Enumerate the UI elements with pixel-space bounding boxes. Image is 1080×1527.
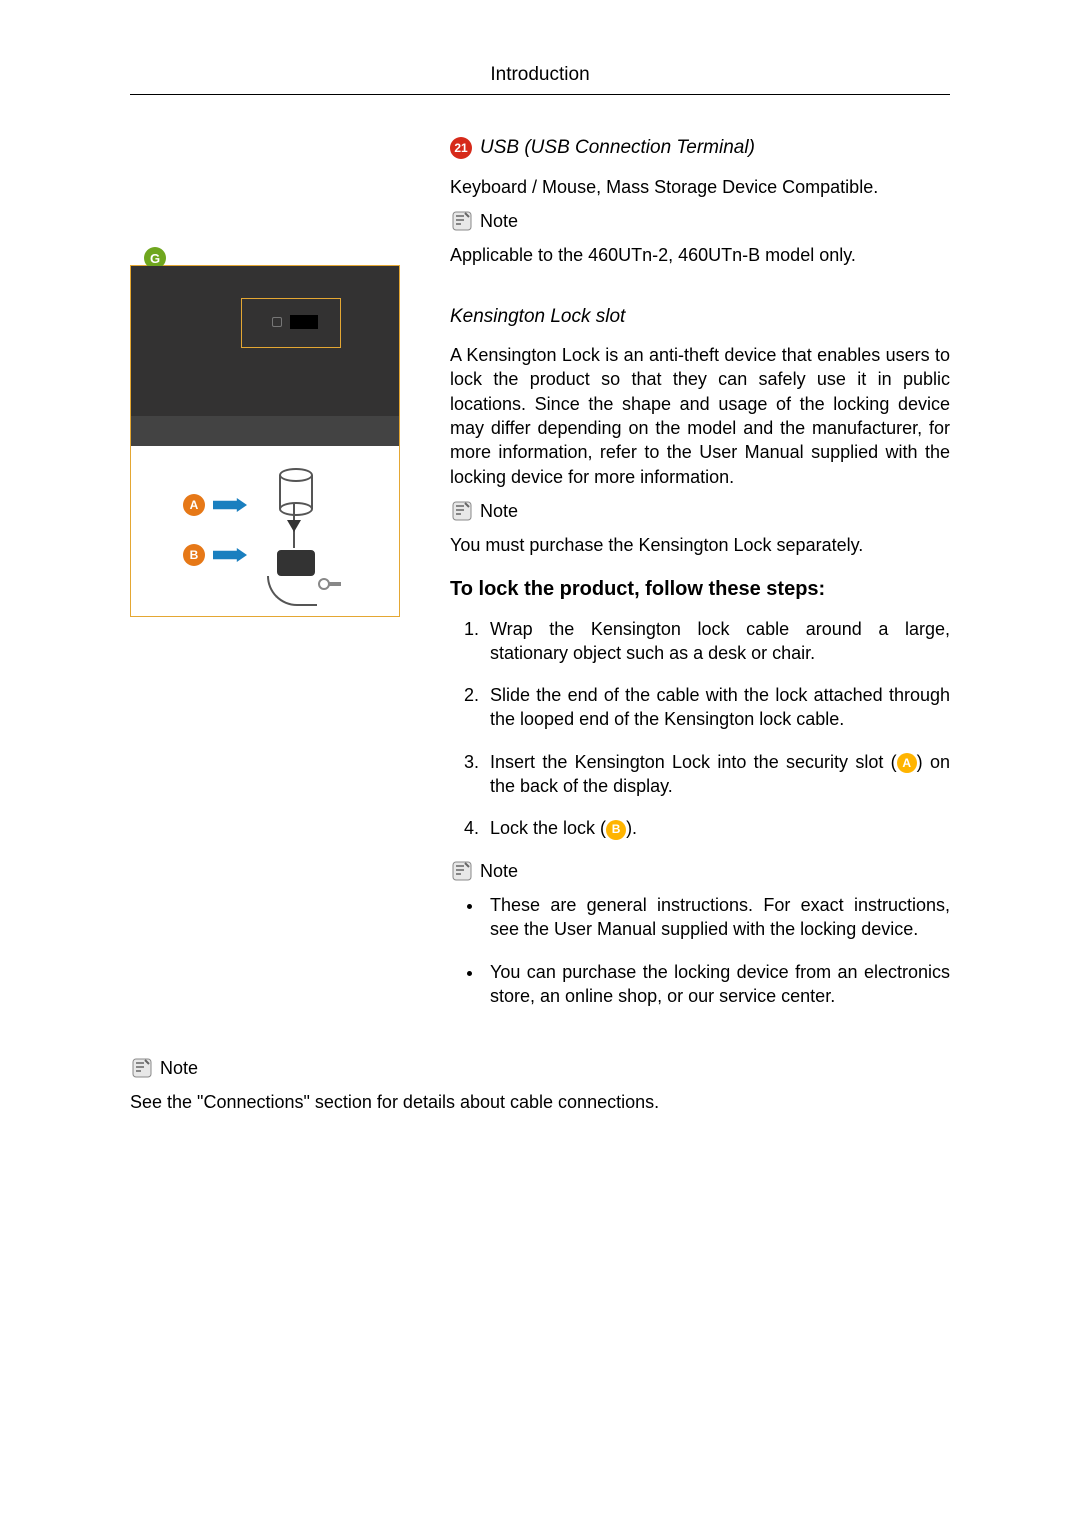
step-item: Wrap the Kensington lock cable around a … [484,617,950,666]
right-column: 21 USB (USB Connection Terminal) Keyboar… [450,135,950,1026]
note-icon [450,209,474,233]
illustration-label-a: A [183,494,247,516]
kensington-section: Kensington Lock slot A Kensington Lock i… [450,304,950,1009]
badge-a-icon: A [183,494,205,516]
illustration-lock-slot-highlight [241,298,341,348]
illustration-device-edge [131,416,399,446]
step-text-pre: Insert the Kensington Lock into the secu… [490,752,897,772]
usb-note-body: Applicable to the 460UTn-2, 460UTn-B mod… [450,243,950,267]
kensington-note2-label: Note [480,859,518,883]
footer-note-row: Note [130,1056,950,1080]
usb-section-heading: 21 USB (USB Connection Terminal) [450,135,950,161]
usb-description: Keyboard / Mouse, Mass Storage Device Co… [450,175,950,199]
illustration-lock-steps: A B [131,446,399,616]
kensington-note-body: You must purchase the Kensington Lock se… [450,533,950,557]
kensington-illustration-wrapper: G A B [130,265,420,617]
note-icon [130,1056,154,1080]
kensington-title: Kensington Lock slot [450,304,950,330]
document-page: Introduction G A [0,0,1080,1163]
page-header-title: Introduction [130,64,950,86]
footer-section: Note See the "Connections" section for d… [130,1056,950,1113]
footer-text: See the "Connections" section for detail… [130,1092,950,1113]
kensington-description: A Kensington Lock is an anti-theft devic… [450,343,950,489]
inline-badge-b-icon: B [606,820,626,840]
lock-cylinder-icon [279,468,313,514]
badge-21-icon: 21 [450,137,472,159]
steps-list: Wrap the Kensington lock cable around a … [450,617,950,841]
kensington-illustration: A B [130,265,400,617]
arrow-down-icon [287,520,301,532]
illustration-label-b: B [183,544,247,566]
step-item: Slide the end of the cable with the lock… [484,683,950,732]
note-icon [450,859,474,883]
footer-note-label: Note [160,1058,198,1079]
step-text-pre: Lock the lock ( [490,818,606,838]
bullet-item: These are general instructions. For exac… [484,893,950,942]
step-text-post: ). [626,818,637,838]
kensington-note-label: Note [480,499,518,523]
arrow-right-icon [213,498,247,512]
step-item: Lock the lock (B). [484,816,950,840]
arrow-right-icon [213,548,247,562]
illustration-device-back [131,266,399,416]
note-icon [450,499,474,523]
kensington-note2-row: Note [450,859,950,883]
bullet-item: You can purchase the locking device from… [484,960,950,1009]
step-item: Insert the Kensington Lock into the secu… [484,750,950,799]
notes-bullet-list: These are general instructions. For exac… [450,893,950,1008]
steps-heading: To lock the product, follow these steps: [450,576,950,603]
usb-note-label: Note [480,209,518,233]
kensington-note-row: Note [450,499,950,523]
left-column: G A B [130,135,420,617]
badge-b-icon: B [183,544,205,566]
illustration-slot-dot [272,317,282,327]
lock-cable-loop-icon [267,576,317,606]
usb-title: USB (USB Connection Terminal) [480,135,755,161]
inline-badge-a-icon: A [897,753,917,773]
lock-body-icon [277,550,315,576]
usb-note-row: Note [450,209,950,233]
key-icon [317,576,343,592]
header-rule [130,94,950,95]
two-column-layout: G A B [130,135,950,1026]
illustration-slot-opening [290,315,318,329]
